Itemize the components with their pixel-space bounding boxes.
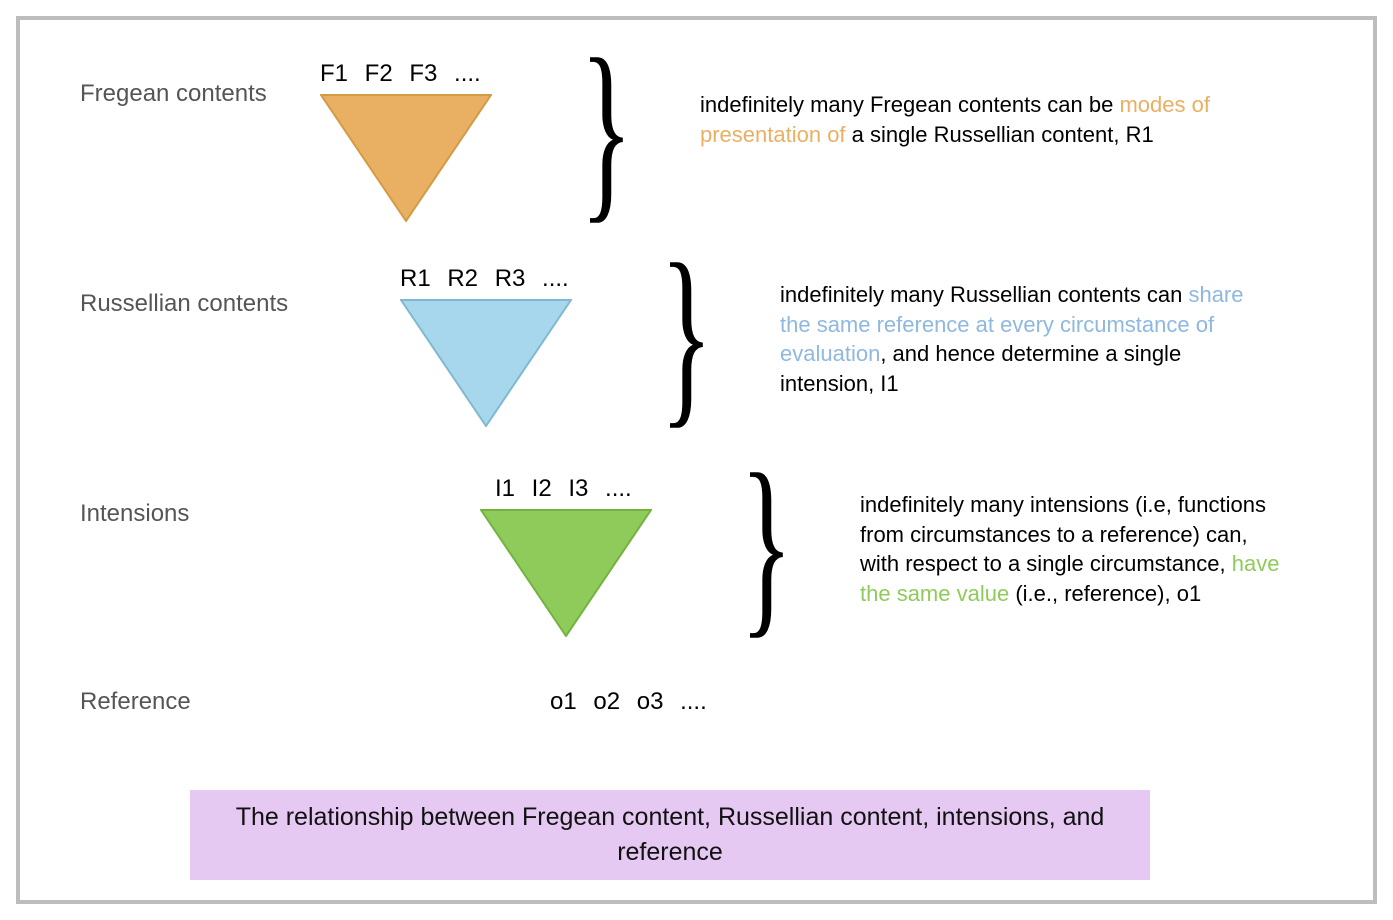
- row-items: F1 F2 F3 ....: [320, 60, 481, 88]
- triangle-blue: [400, 299, 572, 427]
- row-label: Intensions: [80, 500, 189, 528]
- row-label: Fregean contents: [80, 80, 267, 108]
- row-label: Russellian contents: [80, 290, 288, 318]
- diagram-frame: Fregean contents F1 F2 F3 ....} indefinite…: [16, 16, 1377, 904]
- row-description: indefinitely many Fregean contents can b…: [700, 90, 1230, 149]
- brace-icon: }: [580, 30, 633, 230]
- row-description: indefinitely many intensions (i.e, funct…: [860, 490, 1290, 609]
- triangle-orange: [320, 94, 492, 222]
- brace-icon: }: [740, 445, 793, 645]
- triangle-green: [480, 509, 652, 637]
- row-description: indefinitely many Russellian contents ca…: [780, 280, 1260, 399]
- reference-items: o1 o2 o3 ....: [550, 688, 707, 716]
- row-items: I1 I2 I3 ....: [495, 475, 632, 503]
- diagram-caption: The relationship between Fregean content…: [190, 790, 1150, 880]
- row-items: R1 R2 R3 ....: [400, 265, 569, 293]
- brace-icon: }: [660, 235, 713, 435]
- reference-label: Reference: [80, 688, 191, 716]
